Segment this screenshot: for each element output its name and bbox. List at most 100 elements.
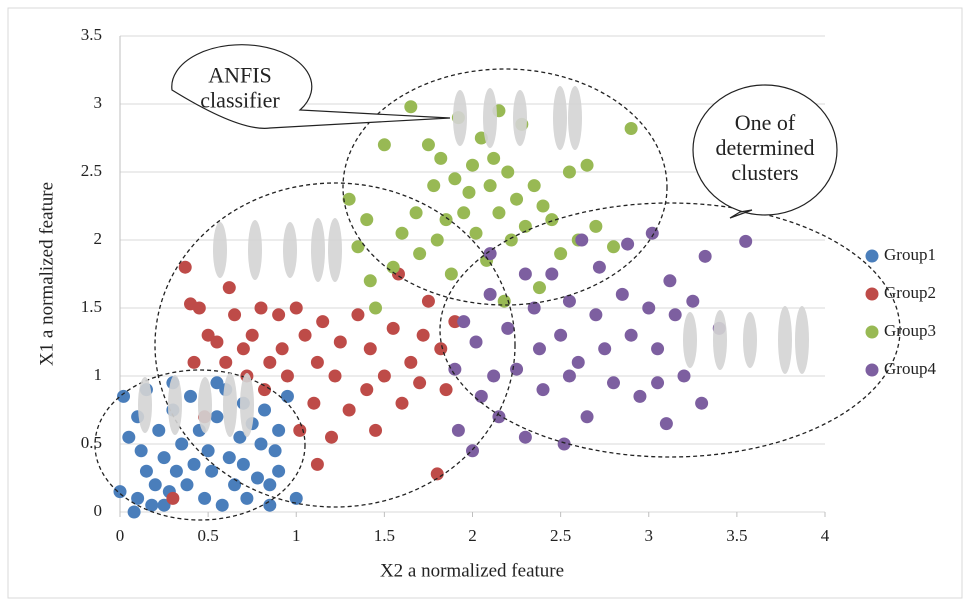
point	[369, 302, 382, 315]
point	[660, 417, 673, 430]
point	[598, 342, 611, 355]
point	[492, 206, 505, 219]
point	[616, 288, 629, 301]
x-tick-label: 1	[292, 526, 301, 545]
point	[272, 424, 285, 437]
point	[699, 250, 712, 263]
point	[563, 166, 576, 179]
point	[519, 268, 532, 281]
point	[686, 295, 699, 308]
point	[325, 431, 338, 444]
point	[281, 390, 294, 403]
point	[572, 356, 585, 369]
point	[311, 458, 324, 471]
point	[452, 424, 465, 437]
point	[378, 138, 391, 151]
point	[255, 438, 268, 451]
y-tick-label: 2	[94, 229, 103, 248]
point	[184, 390, 197, 403]
point	[334, 336, 347, 349]
point	[410, 206, 423, 219]
point	[466, 159, 479, 172]
point	[307, 397, 320, 410]
point	[422, 295, 435, 308]
point	[575, 234, 588, 247]
x-tick-label: 2.5	[550, 526, 571, 545]
point	[228, 308, 241, 321]
point	[404, 100, 417, 113]
point	[396, 397, 409, 410]
point	[360, 213, 373, 226]
point	[311, 356, 324, 369]
point	[343, 404, 356, 417]
point	[669, 308, 682, 321]
point	[272, 308, 285, 321]
point	[223, 281, 236, 294]
point	[537, 383, 550, 396]
legend-marker	[866, 364, 879, 377]
point	[581, 159, 594, 172]
x-tick-label: 3.5	[726, 526, 747, 545]
point	[440, 383, 453, 396]
point	[404, 356, 417, 369]
point	[175, 438, 188, 451]
point	[563, 295, 576, 308]
point	[633, 390, 646, 403]
point	[193, 302, 206, 315]
point	[651, 342, 664, 355]
point	[237, 458, 250, 471]
point	[210, 376, 223, 389]
point	[593, 261, 606, 274]
point	[263, 356, 276, 369]
point	[276, 342, 289, 355]
point	[448, 172, 461, 185]
y-tick-label: 3.5	[81, 25, 102, 44]
y-axis-label: X1 a normalized feature	[36, 182, 57, 366]
point	[329, 370, 342, 383]
legend-label: Group4	[884, 359, 936, 378]
legend-marker	[866, 326, 879, 339]
point	[364, 342, 377, 355]
point	[228, 478, 241, 491]
point	[739, 235, 752, 248]
annotation-line: ANFIS	[208, 63, 272, 88]
point	[135, 444, 148, 457]
point	[364, 274, 377, 287]
point	[117, 390, 130, 403]
point	[360, 383, 373, 396]
point	[210, 336, 223, 349]
legend-marker	[866, 288, 879, 301]
point	[122, 431, 135, 444]
point	[258, 404, 271, 417]
point	[533, 342, 546, 355]
x-tick-label: 4	[821, 526, 830, 545]
annotation-line: clusters	[731, 160, 798, 185]
point	[470, 336, 483, 349]
point	[528, 179, 541, 192]
point	[240, 492, 253, 505]
legend-label: Group2	[884, 283, 936, 302]
x-tick-label: 2	[468, 526, 477, 545]
point	[158, 451, 171, 464]
point	[431, 234, 444, 247]
point	[427, 179, 440, 192]
point	[519, 431, 532, 444]
point	[396, 227, 409, 240]
point	[625, 122, 638, 135]
point	[422, 138, 435, 151]
point	[678, 370, 691, 383]
point	[413, 247, 426, 260]
y-tick-label: 1	[94, 365, 103, 384]
y-tick-label: 0.5	[81, 433, 102, 452]
y-tick-label: 0	[94, 501, 103, 520]
point	[589, 220, 602, 233]
point	[581, 410, 594, 423]
chart: 00.511.522.533.500.511.522.533.54 X2 a n…	[0, 0, 970, 607]
point	[466, 444, 479, 457]
y-tick-label: 1.5	[81, 297, 102, 316]
point	[205, 465, 218, 478]
point	[210, 410, 223, 423]
point	[563, 370, 576, 383]
point	[462, 186, 475, 199]
point	[149, 478, 162, 491]
